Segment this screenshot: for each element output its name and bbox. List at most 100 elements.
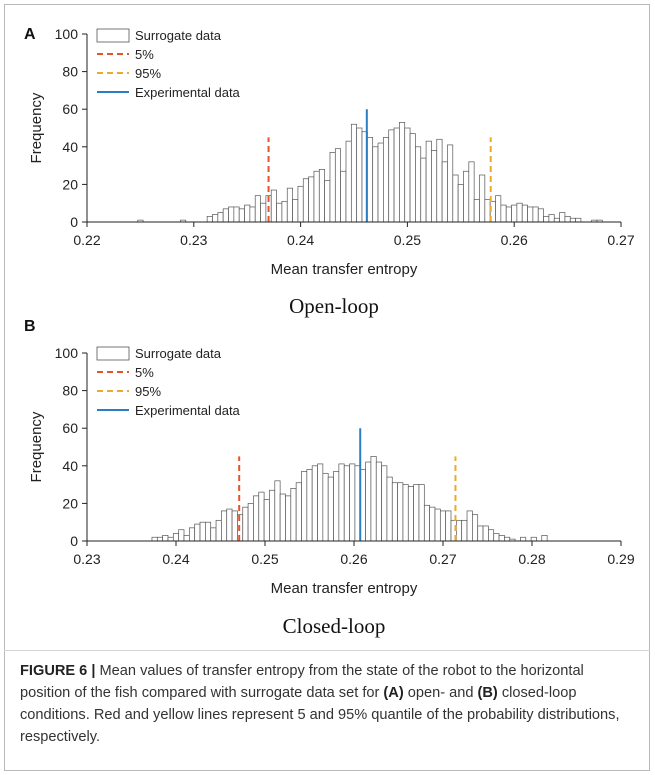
panel-b-histogram-bar: [322, 472, 329, 542]
panel-b-histogram-bar: [338, 463, 345, 542]
panel-b-y-tick-label: 80: [62, 383, 78, 399]
panel-b-histogram-bar: [488, 529, 495, 542]
panel-a-histogram-bar: [217, 212, 224, 223]
panel-b-histogram-bar: [183, 535, 190, 542]
panel-b-histogram-bar: [156, 536, 163, 542]
panel-b-histogram-bar: [199, 521, 206, 542]
panel-b-histogram-bar: [306, 469, 313, 542]
panel-b-histogram-bar: [258, 491, 265, 542]
panel-a-legend-label: 5%: [135, 47, 154, 62]
panel-a-histogram-bar: [297, 185, 304, 223]
panel-b-histogram-bar: [423, 504, 430, 542]
panel-a-histogram-bar: [276, 202, 283, 223]
panel-a-histogram-bar: [377, 142, 384, 223]
panel-b-legend-label: Experimental data: [135, 403, 241, 418]
panel-a-histogram-bar: [324, 180, 331, 223]
panel-a-histogram-bar: [532, 206, 539, 223]
panel-b-histogram-bar: [520, 536, 527, 542]
panel-a-histogram-bar: [281, 200, 288, 223]
panel-a-legend-swatch-surrogate: [96, 28, 130, 43]
panel-a-y-tick-label: 0: [70, 214, 78, 230]
panel-b-histogram-bar: [215, 519, 222, 542]
panel-a-histogram-bar: [537, 208, 544, 223]
panel-b-histogram-bar: [178, 529, 185, 542]
panel-a-histogram-bar: [270, 189, 277, 223]
panel-b-histogram-bar: [327, 476, 334, 542]
panel-a-letter: A: [24, 26, 36, 43]
panel-b-x-tick-label: 0.26: [340, 551, 367, 567]
panel-a-histogram-bar: [564, 216, 571, 223]
panel-a-histogram-bar: [559, 212, 566, 223]
panel-a-histogram-bar: [238, 208, 245, 223]
panel-a-y-tick-label: 20: [62, 176, 78, 192]
panel-a-histogram-bar: [393, 127, 400, 223]
panel-b-histogram-bar: [333, 471, 340, 542]
panel-b-histogram-bar: [343, 465, 350, 542]
panel-b-histogram-bar: [242, 506, 249, 542]
panel-a-histogram-bar: [340, 170, 347, 223]
panel-b-histogram-bar: [285, 495, 292, 542]
panel-a-histogram-bar: [222, 208, 229, 223]
panel-b-histogram-bar: [386, 476, 393, 542]
panel-b-histogram-bar: [210, 527, 217, 542]
panel-b-x-tick-label: 0.24: [162, 551, 189, 567]
panel-a-histogram-bar: [484, 199, 491, 223]
panel-b-histogram-bar: [274, 480, 281, 542]
panel-a-y-tick-label: 40: [62, 139, 78, 155]
panel-a-histogram-bar: [367, 137, 374, 223]
panel-a-histogram-bar: [260, 202, 267, 223]
panel-b-histogram-bar: [205, 521, 212, 542]
caption-ref-b: (B): [477, 685, 498, 701]
panel-b-histogram-bar: [162, 535, 169, 542]
panel-a-histogram-bar: [308, 176, 315, 223]
panel-b-histogram-bar: [434, 508, 441, 542]
panel-a-x-tick-label: 0.24: [287, 232, 314, 248]
panel-b-x-axis-title: Mean transfer entropy: [271, 580, 418, 597]
panel-b-y-tick-label: 100: [55, 345, 79, 361]
panel-b-legend-label: 95%: [135, 384, 161, 399]
panel-b-histogram-bar: [247, 503, 254, 542]
panel-b-x-tick-label: 0.25: [251, 551, 278, 567]
panel-a-x-tick-label: 0.27: [607, 232, 634, 248]
panel-b-y-tick-label: 60: [62, 420, 78, 436]
panel-b-histogram-bar: [530, 536, 537, 542]
panel-b-histogram-bar: [231, 510, 238, 542]
panel-a-histogram-bar: [457, 184, 464, 223]
panel-a-histogram-bar: [447, 144, 454, 223]
panel-b-chart: 0 20 40 60 80 100 0.23 0.24 0.25 0.26 0.27 0.28 0.29…: [24, 318, 635, 638]
panel-b-histogram-bar: [391, 482, 398, 542]
caption-text-2: open- and: [403, 685, 478, 701]
panel-b-histogram-bar: [498, 535, 505, 542]
panel-a-histogram-bar: [463, 170, 470, 223]
panel-a-histogram-bar: [206, 216, 213, 223]
panel-b-x-tick-label: 0.27: [429, 551, 456, 567]
panel-b-legend-swatch-surrogate: [96, 346, 130, 361]
panel-b-histogram-bar: [370, 456, 377, 542]
figure-caption: FIGURE 6 | Mean values of transfer entro…: [20, 660, 635, 748]
panel-a-histogram-bar: [318, 169, 325, 223]
panel-b-histogram-bar: [439, 510, 447, 542]
panel-b-x-tick-label: 0.28: [518, 551, 545, 567]
panel-a-histogram-bar: [292, 199, 299, 223]
panel-b-histogram-bar: [365, 461, 372, 542]
panel-a-chart: 0 20 40 60 80 100 0.22 0.23 0.24 0.25 0.26 0.27 A Fre…: [24, 26, 635, 318]
panel-a-histogram-bar: [452, 174, 459, 223]
panel-a-histogram-bar: [495, 195, 502, 223]
panel-b-histogram-bar: [290, 488, 297, 542]
panel-a-y-tick-label: 100: [55, 26, 79, 42]
panel-b-histogram-bar: [151, 536, 158, 542]
panel-a-x-tick-label: 0.22: [73, 232, 100, 248]
panel-a-histogram-bar: [383, 137, 390, 223]
panel-a-histogram-bar: [420, 157, 427, 223]
panel-b-histogram-bar: [413, 484, 420, 542]
panel-a-legend-label: 95%: [135, 66, 161, 81]
panel-b-histogram-bar: [295, 482, 302, 542]
panel-a-histogram-bar: [569, 217, 576, 223]
panel-a-histogram-bar: [575, 217, 582, 223]
panel-a-histogram-bar: [511, 204, 518, 223]
panel-a-histogram-bar: [479, 174, 486, 223]
panel-b-y-tick-label: 0: [70, 533, 78, 549]
panel-b-histogram-bar: [429, 506, 436, 542]
panel-a-histogram-bar: [441, 161, 448, 223]
panel-a-histogram-bar: [254, 195, 261, 223]
